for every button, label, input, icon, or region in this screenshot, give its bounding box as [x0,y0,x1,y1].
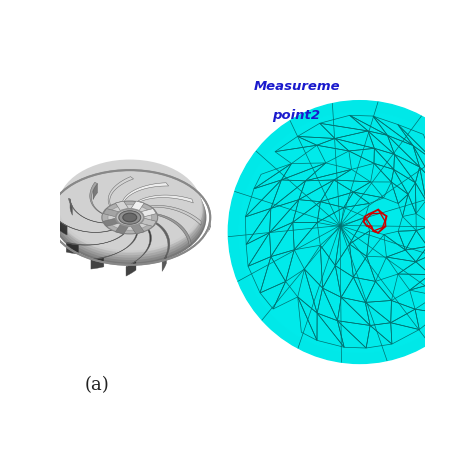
Polygon shape [108,177,134,214]
Text: point2: point2 [272,109,320,122]
Ellipse shape [48,168,211,269]
Ellipse shape [108,205,152,230]
Polygon shape [116,201,129,212]
Ellipse shape [57,161,202,253]
Polygon shape [70,199,73,215]
Polygon shape [162,254,166,272]
Ellipse shape [116,209,144,226]
Text: (a): (a) [84,376,109,394]
Ellipse shape [123,213,137,222]
Polygon shape [126,261,136,276]
Text: Measureme: Measureme [254,80,340,92]
Polygon shape [103,218,121,227]
Polygon shape [93,183,98,200]
Polygon shape [66,243,79,254]
Polygon shape [59,220,67,235]
Polygon shape [91,258,104,269]
Circle shape [264,128,465,330]
Polygon shape [116,223,129,234]
Circle shape [364,197,404,237]
Ellipse shape [53,170,207,265]
Polygon shape [138,218,156,227]
Polygon shape [91,223,138,260]
Polygon shape [122,183,169,212]
Circle shape [339,180,419,260]
Ellipse shape [49,202,210,249]
Circle shape [228,100,474,364]
Ellipse shape [58,160,201,250]
Polygon shape [139,213,191,247]
Polygon shape [138,209,156,218]
Polygon shape [66,224,130,245]
Ellipse shape [119,210,141,224]
Polygon shape [129,195,193,211]
Circle shape [314,163,435,283]
Ellipse shape [56,163,203,255]
Polygon shape [103,209,121,218]
Polygon shape [58,220,125,232]
Polygon shape [126,220,151,267]
Circle shape [239,111,474,353]
Ellipse shape [49,170,210,265]
Ellipse shape [56,165,204,258]
Ellipse shape [57,168,202,252]
Circle shape [289,146,450,307]
Polygon shape [130,223,144,234]
Polygon shape [141,217,170,262]
Ellipse shape [54,168,206,263]
Polygon shape [130,201,144,212]
Polygon shape [90,182,119,218]
Polygon shape [135,205,201,225]
Ellipse shape [55,166,205,260]
Ellipse shape [102,201,158,234]
Polygon shape [68,198,121,223]
